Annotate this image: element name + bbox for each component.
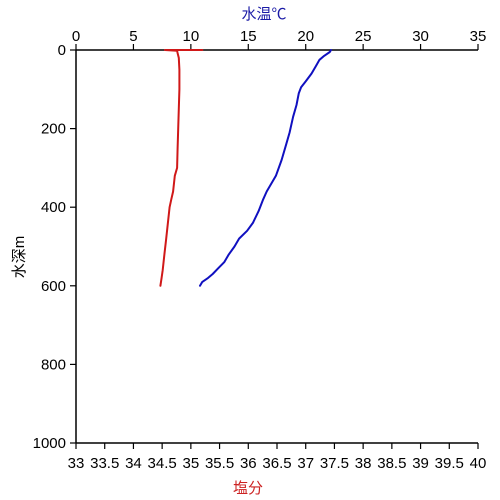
- bottom-tick-label: 39: [412, 455, 429, 472]
- bottom-tick-label: 36: [240, 455, 257, 472]
- top-tick-label: 35: [470, 28, 487, 45]
- bottom-tick-label: 38.5: [377, 455, 406, 472]
- top-tick-label: 30: [412, 28, 429, 45]
- y-tick-label: 0: [58, 42, 66, 59]
- bottom-axis-title: 塩分: [233, 480, 263, 497]
- y-tick-label: 800: [41, 356, 66, 373]
- bottom-tick-label: 34: [125, 455, 142, 472]
- bottom-tick-label: 34.5: [148, 455, 177, 472]
- top-tick-label: 5: [129, 28, 137, 45]
- bottom-tick-label: 38: [355, 455, 372, 472]
- temperature-profile-line: [199, 49, 332, 287]
- bottom-tick-label: 37: [297, 455, 314, 472]
- bottom-tick-label: 36.5: [262, 455, 291, 472]
- y-tick-label: 1000: [33, 435, 66, 452]
- top-tick-label: 0: [72, 28, 80, 45]
- bottom-tick-label: 33: [68, 455, 85, 472]
- bottom-tick-label: 39.5: [435, 455, 464, 472]
- top-tick-label: 15: [240, 28, 257, 45]
- y-tick-label: 200: [41, 121, 66, 138]
- top-tick-label: 25: [355, 28, 372, 45]
- bottom-tick-label: 40: [470, 455, 487, 472]
- bottom-tick-label: 35.5: [205, 455, 234, 472]
- left-axis-title: 水深m: [11, 236, 28, 279]
- top-tick-label: 20: [297, 28, 314, 45]
- y-tick-label: 600: [41, 278, 66, 295]
- bottom-tick-label: 37.5: [320, 455, 349, 472]
- plot-area: [159, 49, 332, 287]
- axes-group: 0 200 400 600 800 1000 0 5 10 15 20 25 30 35 33 33.5 34 3…: [33, 28, 487, 472]
- top-axis-title: 水温℃: [241, 6, 286, 23]
- y-tick-label: 400: [41, 199, 66, 216]
- bottom-tick-label: 33.5: [90, 455, 119, 472]
- top-tick-label: 10: [183, 28, 200, 45]
- salinity-profile-line: [159, 49, 204, 287]
- bottom-tick-label: 35: [183, 455, 200, 472]
